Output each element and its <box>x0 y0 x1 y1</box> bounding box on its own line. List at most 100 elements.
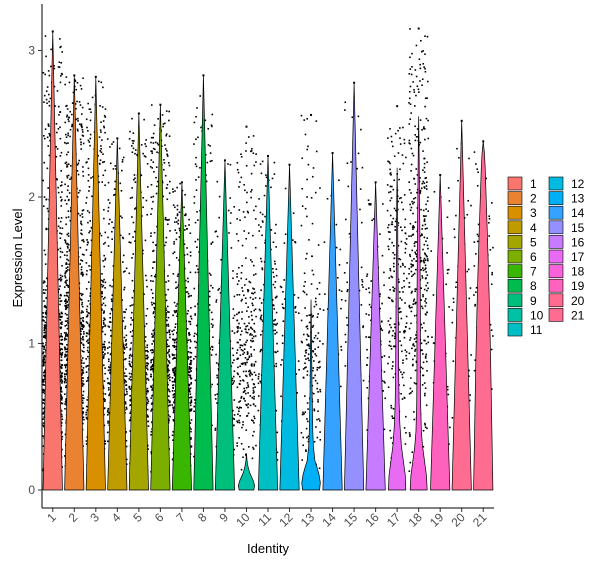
data-point <box>122 345 125 348</box>
data-point <box>178 227 181 230</box>
data-point <box>195 115 197 118</box>
data-point <box>132 132 135 134</box>
data-point <box>173 371 176 374</box>
data-point <box>152 340 155 342</box>
data-point <box>43 161 45 164</box>
data-point <box>209 274 212 276</box>
data-point <box>189 408 191 411</box>
data-point <box>109 284 111 287</box>
data-point <box>162 168 165 171</box>
data-point <box>112 141 115 143</box>
data-point <box>87 379 89 382</box>
data-point <box>88 108 91 110</box>
data-point <box>209 160 212 163</box>
data-point <box>100 283 103 286</box>
data-point <box>103 340 106 343</box>
data-point <box>211 345 213 348</box>
data-point <box>125 334 128 337</box>
data-point <box>106 440 109 443</box>
data-point <box>64 199 66 202</box>
data-point <box>194 314 197 316</box>
data-point <box>81 293 84 295</box>
data-point <box>108 411 110 414</box>
data-point <box>217 289 220 291</box>
data-point <box>150 403 153 405</box>
data-point <box>85 118 88 121</box>
data-point <box>189 404 192 407</box>
data-point <box>195 165 198 168</box>
data-point <box>211 113 214 116</box>
data-point <box>102 355 105 358</box>
data-point <box>112 265 115 267</box>
data-point <box>101 181 104 183</box>
data-point <box>46 285 48 287</box>
data-point <box>64 299 67 301</box>
data-point <box>167 369 169 371</box>
data-point <box>231 377 234 380</box>
data-point <box>88 333 91 336</box>
data-point <box>189 254 192 257</box>
data-point <box>64 348 66 351</box>
data-point <box>230 247 233 249</box>
data-point <box>197 176 200 178</box>
data-point <box>102 284 105 287</box>
data-point <box>67 174 70 177</box>
data-point <box>44 35 47 37</box>
data-point <box>189 315 192 318</box>
data-point <box>168 110 170 113</box>
data-point <box>85 380 88 382</box>
data-point <box>107 382 109 385</box>
data-point <box>64 356 66 358</box>
data-point <box>86 332 89 335</box>
data-point <box>69 135 71 138</box>
data-point <box>102 319 105 322</box>
data-point <box>64 408 66 410</box>
data-point <box>101 292 104 295</box>
data-point <box>175 348 177 351</box>
data-point <box>59 285 61 288</box>
data-point <box>146 186 149 188</box>
data-point <box>67 269 69 271</box>
data-point <box>103 343 106 346</box>
data-point <box>168 401 171 404</box>
data-point <box>106 347 109 349</box>
data-point <box>42 335 45 338</box>
data-point <box>189 374 191 377</box>
data-point <box>142 152 144 155</box>
data-point <box>123 348 126 350</box>
data-point <box>187 280 189 283</box>
data-point <box>125 445 128 448</box>
data-point <box>134 149 137 151</box>
data-point <box>64 320 67 322</box>
data-point <box>59 319 62 321</box>
data-point <box>162 123 165 125</box>
data-point <box>124 393 127 396</box>
data-point <box>85 315 88 318</box>
data-point <box>42 315 45 318</box>
data-point <box>42 319 44 321</box>
data-point <box>67 304 69 306</box>
data-point <box>107 210 109 212</box>
data-point <box>108 346 111 348</box>
data-point <box>208 290 211 293</box>
data-point <box>109 218 111 221</box>
data-point <box>101 280 104 282</box>
data-point <box>186 312 189 315</box>
data-point <box>154 276 157 278</box>
data-point <box>43 137 46 140</box>
data-point <box>67 216 70 218</box>
data-point <box>125 458 128 461</box>
data-point <box>69 165 72 167</box>
data-point <box>42 391 44 394</box>
data-point <box>156 180 159 183</box>
data-point <box>196 238 199 241</box>
data-point <box>46 136 49 139</box>
data-point <box>64 433 67 436</box>
data-point <box>65 161 68 164</box>
data-point <box>104 304 107 307</box>
data-point <box>77 120 79 122</box>
data-point <box>189 376 192 379</box>
data-point <box>57 217 60 220</box>
data-point <box>107 358 110 360</box>
data-point <box>60 353 63 355</box>
